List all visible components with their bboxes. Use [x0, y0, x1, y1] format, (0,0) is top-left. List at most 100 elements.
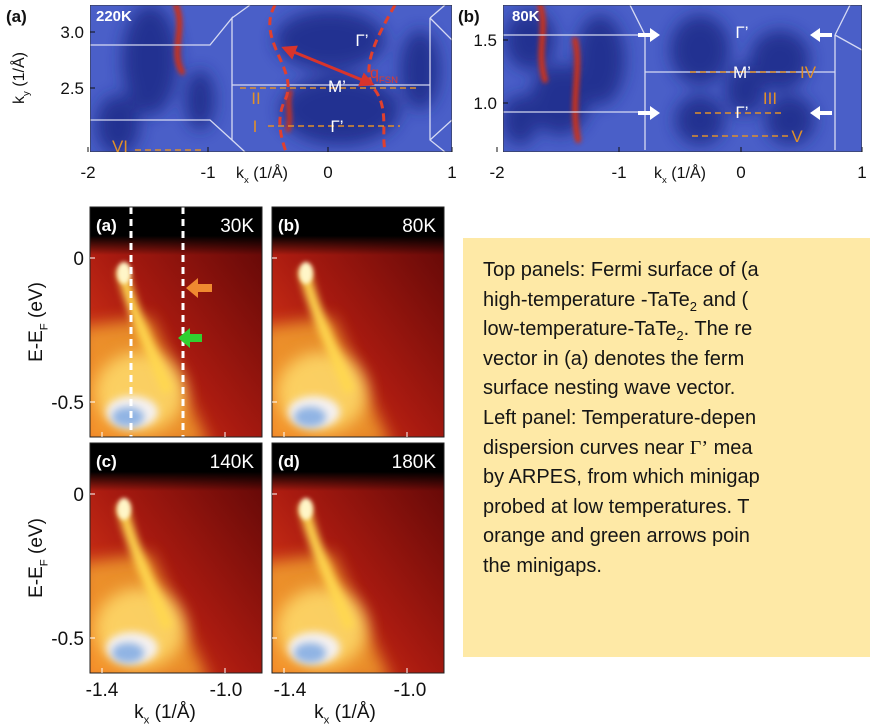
dark-region [765, 95, 815, 145]
dark-regions [503, 10, 815, 145]
caption-line: Left panel: Temperature-depen [483, 404, 870, 434]
caption-text: by ARPES, from which minigap [483, 466, 760, 489]
annotation: Γ’ [735, 103, 748, 122]
top-band [90, 443, 262, 491]
caption-text: low-temperature-TaTe [483, 318, 677, 341]
caption-line: Top panels: Fermi surface of (a [483, 256, 870, 286]
arrow [638, 106, 660, 120]
panel-label: (d) [278, 452, 300, 471]
annotation: IV [800, 63, 817, 82]
temperature-label: 80K [402, 216, 436, 237]
bright-streaks [537, 5, 581, 143]
caption-text: orange and green arrows poin [483, 525, 750, 548]
x-tick-label: 1 [857, 163, 866, 182]
caption-text: and ( [697, 288, 749, 311]
nesting-contours [268, 5, 397, 152]
annotation-sub: FSN [379, 75, 398, 86]
annotation: Γ’ [355, 31, 368, 50]
y-axis-label: E-EF (eV) [26, 518, 51, 598]
x-tick-label: 0 [736, 163, 745, 182]
streak [537, 5, 548, 83]
annotation: qFSN [370, 65, 398, 86]
dark-region [400, 30, 440, 110]
band-top [299, 498, 313, 520]
caption-text: . The re [683, 318, 753, 341]
caption-line: dispersion curves near Γ’ mea [483, 434, 870, 464]
caption-line: probed at low temperatures. T [483, 493, 870, 523]
y-axis-label-main: E-E [26, 330, 47, 362]
caption-line: surface nesting wave vector. [483, 374, 870, 404]
x-tick-label: -1 [611, 163, 626, 182]
y-axis-label-main: k [11, 95, 28, 104]
y-axis-label-unit: (1/Å) [9, 52, 28, 91]
x-tick-label: -2 [489, 163, 504, 182]
y-tick-label: 0 [73, 485, 84, 506]
low-region [294, 643, 326, 663]
caption-line: low-temperature-TaTe2. The re [483, 315, 870, 345]
dark-region [280, 75, 400, 145]
annotation: I [253, 117, 258, 136]
x-axis-label-unit: (1/Å) [329, 702, 375, 723]
caption-text: dispersion curves near [483, 436, 690, 459]
caption-line: the minigaps. [483, 552, 870, 582]
dark-region [503, 95, 538, 145]
x-tick-label: -1 [200, 163, 215, 182]
caption-line: by ARPES, from which minigap [483, 463, 870, 493]
temperature-label: 180K [392, 452, 437, 473]
x-tick-label: -1.4 [274, 680, 307, 701]
x-tick-label: 0 [323, 163, 332, 182]
x-axis-label-main: k [654, 165, 663, 182]
arpes-map [272, 443, 444, 673]
caption-text: high-temperature -TaTe [483, 288, 690, 311]
annotation: M’ [328, 77, 346, 96]
x-tick-label: -1.0 [394, 680, 427, 701]
annotation: II [251, 89, 260, 108]
x-axis-label-sub: x [662, 175, 667, 186]
cut-lines [690, 71, 800, 137]
y-axis-label-unit: (eV) [26, 518, 47, 559]
map-frame [89, 206, 263, 438]
caption-subscript: 2 [689, 298, 698, 314]
x-tick-label: -2 [80, 163, 95, 182]
x-axis-label: kx (1/Å) [654, 163, 706, 186]
top-band [272, 443, 444, 491]
arpes-map [90, 207, 262, 437]
dark-region [575, 15, 625, 105]
low-region [294, 407, 326, 427]
low-region [112, 407, 144, 427]
cut-lines [135, 87, 420, 151]
contour [268, 5, 290, 152]
caption-line: vector in (a) denotes the ferm [483, 345, 870, 375]
map-frame [271, 442, 445, 674]
low-region [112, 643, 144, 663]
y-axis-label-sub: y [21, 91, 32, 96]
band-top [117, 262, 131, 284]
arpes-map [90, 443, 262, 673]
arpes-map [272, 207, 444, 437]
x-axis-label: kx (1/Å) [236, 163, 288, 186]
x-tick-label: -1.0 [210, 680, 243, 701]
y-axis-label: E-EF (eV) [26, 282, 51, 362]
x-axis-label-sub: x [244, 175, 249, 186]
y-tick-label: 1.5 [473, 31, 497, 50]
temperature-label: 80K [512, 8, 540, 25]
panel-label: (a) [96, 216, 117, 235]
x-axis-label-unit: (1/Å) [149, 702, 195, 723]
y-tick-label: -0.5 [51, 629, 84, 650]
x-axis-label: kx (1/Å) [134, 702, 196, 727]
caption-box: Top panels: Fermi surface of (a high-temp… [463, 238, 870, 657]
y-axis-label-main: E-E [26, 566, 47, 598]
caption-line: high-temperature -TaTe2 and ( [483, 286, 870, 316]
arrow [810, 28, 832, 42]
temperature-label: 220K [96, 8, 132, 25]
caption-text: surface nesting wave vector. [483, 377, 736, 400]
top-band [272, 207, 444, 255]
band-top [299, 262, 313, 284]
dark-region [185, 70, 215, 130]
zone-boundaries [90, 5, 452, 152]
y-tick-label: 1.0 [473, 94, 497, 113]
arrow [810, 106, 832, 120]
annotation: VI [112, 137, 128, 156]
